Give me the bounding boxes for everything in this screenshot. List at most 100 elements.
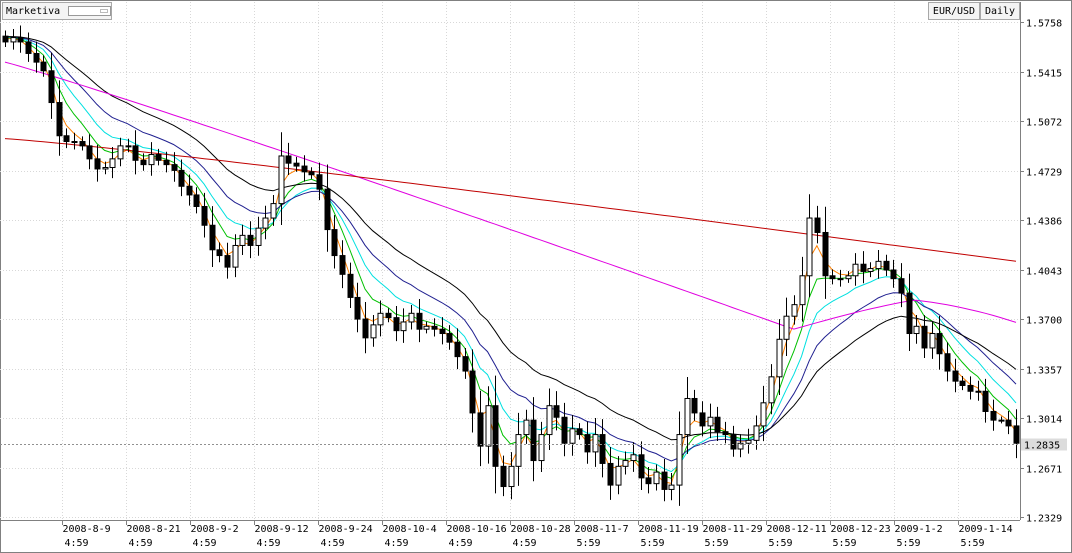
- candle-body-up: [538, 434, 545, 462]
- candle: [906, 273, 913, 352]
- candle: [607, 447, 614, 500]
- candle-body-down: [959, 380, 966, 386]
- candle-body-up: [569, 428, 576, 444]
- ma-line-magenta: [4, 61, 1017, 330]
- candle: [370, 314, 377, 347]
- candle: [247, 221, 254, 259]
- y-tick-label: 1.5415: [1026, 69, 1062, 80]
- candle-body-up: [998, 419, 1005, 422]
- candle-body-down: [301, 165, 308, 173]
- candle: [224, 242, 231, 279]
- candle: [745, 428, 752, 454]
- candle: [301, 155, 308, 182]
- timeframe-label[interactable]: Daily: [980, 2, 1020, 20]
- candle-body-up: [71, 141, 78, 144]
- candle: [944, 342, 951, 382]
- symbol-label[interactable]: EUR/USD: [928, 2, 980, 20]
- candle-body-down: [316, 174, 323, 190]
- candle: [377, 300, 384, 337]
- brand-label: Marketiva: [6, 5, 61, 17]
- ma-line-blue: [4, 36, 1017, 462]
- candle: [102, 161, 109, 175]
- candle: [638, 441, 645, 490]
- candle-body-up: [148, 154, 155, 166]
- candle-body-down: [829, 275, 836, 280]
- candle-body-down: [63, 135, 70, 143]
- candle: [86, 134, 93, 170]
- candle: [829, 269, 836, 285]
- candle-body-up: [125, 145, 132, 148]
- candle-body-down: [79, 141, 86, 147]
- candle-body-down: [446, 333, 453, 343]
- candle: [278, 132, 285, 225]
- candle: [500, 455, 507, 497]
- y-tick-label: 1.2329: [1026, 514, 1062, 525]
- candle-body-down: [201, 205, 208, 226]
- candles: [2, 25, 1020, 506]
- candle-body-up: [10, 37, 17, 43]
- x-tick-time: 4:59: [65, 538, 89, 549]
- candle-body-down: [40, 61, 47, 72]
- candle-body-down: [814, 217, 821, 233]
- candle-body-down: [224, 255, 231, 268]
- candle-body-down: [209, 224, 216, 251]
- candle-body-down: [883, 260, 890, 271]
- x-tick-date: 2009-1-14: [959, 524, 1013, 535]
- x-tick-time: 4:59: [193, 538, 217, 549]
- time-axis: 2008-8-9 4:59 2008-8-21 4:59 2008-9-2 4:59 200…: [62, 520, 1013, 549]
- candle-body-up: [745, 439, 752, 444]
- candle-body-up: [760, 402, 767, 427]
- x-tick-date: 2008-9-2: [191, 524, 239, 535]
- candle: [569, 414, 576, 456]
- candle: [783, 297, 790, 357]
- candle-body-down: [584, 434, 591, 453]
- candle-body-down: [416, 312, 423, 330]
- candle-body-down: [331, 229, 338, 257]
- candle-body-down: [431, 325, 438, 330]
- candle-body-down: [324, 188, 331, 231]
- candle: [178, 159, 185, 197]
- candle: [201, 192, 208, 238]
- candle: [155, 148, 162, 166]
- candle: [1005, 411, 1012, 435]
- candle: [975, 380, 982, 401]
- candle-body-down: [530, 419, 537, 462]
- candle-body-down: [462, 356, 469, 372]
- candle-body-up: [400, 321, 407, 332]
- y-tick-label: 1.2671: [1026, 465, 1062, 476]
- candle: [63, 128, 70, 149]
- candle: [676, 411, 683, 506]
- x-tick-date: 2009-1-2: [895, 524, 943, 535]
- candle: [845, 271, 852, 283]
- x-tick-time: 4:59: [385, 538, 409, 549]
- candle: [125, 138, 132, 153]
- x-tick-date: 2008-9-12: [255, 524, 309, 535]
- candle-body-down: [132, 145, 139, 161]
- brand-dropdown-icon[interactable]: [68, 6, 111, 16]
- candle: [239, 224, 246, 256]
- candle-body-up: [753, 425, 760, 441]
- candle: [852, 253, 859, 286]
- candle-body-up: [239, 234, 246, 246]
- candle: [936, 315, 943, 370]
- candle: [71, 132, 78, 150]
- candle-body-down: [500, 465, 507, 488]
- candle: [446, 325, 453, 350]
- candle-body-down: [477, 412, 484, 447]
- candle: [576, 423, 583, 440]
- candle-body-down: [94, 158, 101, 170]
- candle-body-up: [592, 434, 599, 453]
- candle: [33, 41, 40, 73]
- candle-body-down: [730, 434, 737, 450]
- candle: [714, 406, 721, 442]
- x-tick-date: 2008-11-29: [703, 524, 763, 535]
- candle-body-down: [822, 231, 829, 277]
- candle: [684, 377, 691, 454]
- candle: [584, 421, 591, 464]
- candle-body-up: [684, 397, 691, 436]
- candle-body-up: [102, 167, 109, 170]
- y-tick-label: 1.3700: [1026, 316, 1062, 327]
- brand-selector[interactable]: Marketiva: [2, 2, 112, 20]
